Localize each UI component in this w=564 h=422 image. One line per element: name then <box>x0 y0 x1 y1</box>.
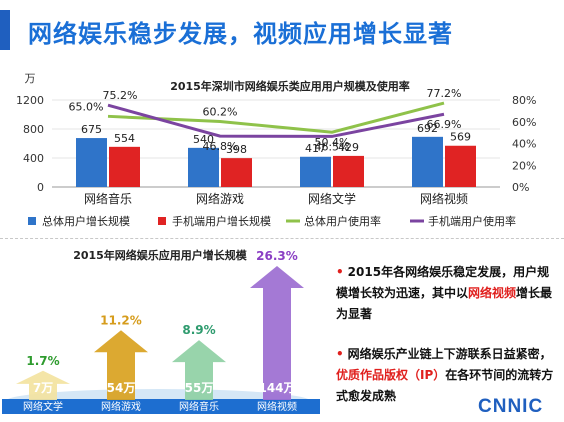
legend-label: 总体用户使用率 <box>304 214 381 228</box>
rate-value-label: 46.8% <box>203 140 238 153</box>
x-tick-label: 网络视频 <box>420 191 468 206</box>
y2-tick-label: 20% <box>512 159 536 172</box>
bar-value-label: 692 <box>417 122 438 135</box>
growth-category-label: 网络音乐 <box>179 400 219 413</box>
rate-value-label: 77.2% <box>427 87 462 100</box>
bar-value-label: 554 <box>114 132 135 145</box>
y-tick-label: 400 <box>23 152 44 165</box>
y2-tick-label: 0% <box>512 181 529 194</box>
rate-value-label: 50.4% <box>315 136 350 149</box>
note-2-prefix: 网络娱乐产业链上下游联系日益紧密， <box>347 347 552 361</box>
usage-combo-chart: 2015年深圳市网络娱乐类应用用户规模及使用率 万 0 400 800 1200 0% 20%… <box>16 72 536 228</box>
cnnic-logo: CNNIC <box>478 396 544 417</box>
rate-value-label: 65.0% <box>69 100 104 113</box>
legend-label: 总体用户增长规模 <box>42 214 130 228</box>
header-accent-bar <box>0 10 10 50</box>
rate-value-label: 66.9% <box>427 118 462 131</box>
legend-swatch <box>28 217 36 225</box>
growth-chart-title: 2015年网络娱乐应用用户增长规模 <box>73 248 248 262</box>
note-1-suffix: 增长最为显著 <box>336 286 553 321</box>
growth-rate-label: 8.9% <box>182 323 215 337</box>
growth-arrow <box>94 330 148 400</box>
rate-value-label: 75.2% <box>103 89 138 102</box>
legend-label: 手机端用户增长规模 <box>172 214 271 228</box>
x-tick-label: 网络文学 <box>308 191 356 206</box>
note-2-bullet: • <box>336 347 344 361</box>
y2-tick-label: 60% <box>512 116 536 129</box>
x-tick-label: 网络音乐 <box>84 191 132 206</box>
bar-value-label: 569 <box>450 131 471 144</box>
bar-total <box>412 136 443 187</box>
bar-total <box>188 147 219 187</box>
note-1: • 2015年各网络娱乐稳定发展，用户规模增长较为迅速，其中以网络视频增长最为显著 <box>336 262 558 325</box>
section-divider <box>0 238 564 239</box>
y2-tick-label: 40% <box>512 138 536 151</box>
note-1-prefix: 2015年各网络娱乐稳定发展，用户规模增长较为迅速，其中以 <box>336 265 550 300</box>
growth-value-label: 7万 <box>33 381 53 395</box>
growth-category-label: 网络视频 <box>257 400 297 413</box>
y-tick-label: 800 <box>23 123 44 136</box>
bar-value-label: 398 <box>226 143 247 156</box>
bar-value-label: 417 <box>305 142 326 155</box>
y-tick-label: 0 <box>37 181 44 194</box>
legend-label: 手机端用户使用率 <box>428 214 516 228</box>
growth-rate-label: 26.3% <box>256 249 298 263</box>
note-2-suffix: 在各环节间的流转方式愈发成熟 <box>336 368 554 403</box>
growth-rate-label: 11.2% <box>100 313 142 327</box>
growth-arrow <box>172 340 226 400</box>
bar-value-label: 540 <box>193 133 214 146</box>
note-2: • 网络娱乐产业链上下游联系日益紧密， 优质作品版权（IP）在各环节间的流转方式愈发… <box>336 344 558 407</box>
rate-value-label: 60.2% <box>203 106 238 119</box>
bar-value-label: 675 <box>81 123 102 136</box>
base-band <box>2 399 320 414</box>
y-tick-label: 1200 <box>16 94 44 107</box>
bar-mobile <box>333 155 364 187</box>
x-tick-label: 网络游戏 <box>196 191 244 206</box>
bar-mobile <box>221 158 252 187</box>
line-total-rate <box>107 101 445 134</box>
y-axis-unit-label: 万 <box>25 72 36 85</box>
growth-category-label: 网络文学 <box>23 400 63 413</box>
line-mobile-rate <box>107 103 445 138</box>
growth-value-label: 54万 <box>107 381 136 395</box>
rate-value-label: 46.5% <box>315 140 350 153</box>
growth-rate-label: 1.7% <box>26 354 59 368</box>
y2-tick-label: 80% <box>512 94 536 107</box>
bar-total <box>300 156 331 187</box>
growth-arrow <box>16 370 70 400</box>
legend-swatch <box>158 217 166 225</box>
note-1-highlight: 网络视频 <box>468 286 517 300</box>
growth-arrow <box>250 266 304 400</box>
growth-category-label: 网络游戏 <box>101 400 141 413</box>
bar-mobile <box>109 146 140 187</box>
bar-total <box>76 138 107 187</box>
growth-value-label: 144万 <box>258 381 295 395</box>
note-1-bullet: • <box>336 265 344 279</box>
page-title: 网络娱乐稳步发展，视频应用增长显著 <box>28 20 453 48</box>
growth-value-label: 55万 <box>185 381 214 395</box>
note-2-highlight: 优质作品版权（IP） <box>336 368 446 382</box>
chart-title: 2015年深圳市网络娱乐类应用用户规模及使用率 <box>170 79 410 93</box>
bar-mobile <box>445 145 476 187</box>
bar-value-label: 429 <box>338 141 359 154</box>
